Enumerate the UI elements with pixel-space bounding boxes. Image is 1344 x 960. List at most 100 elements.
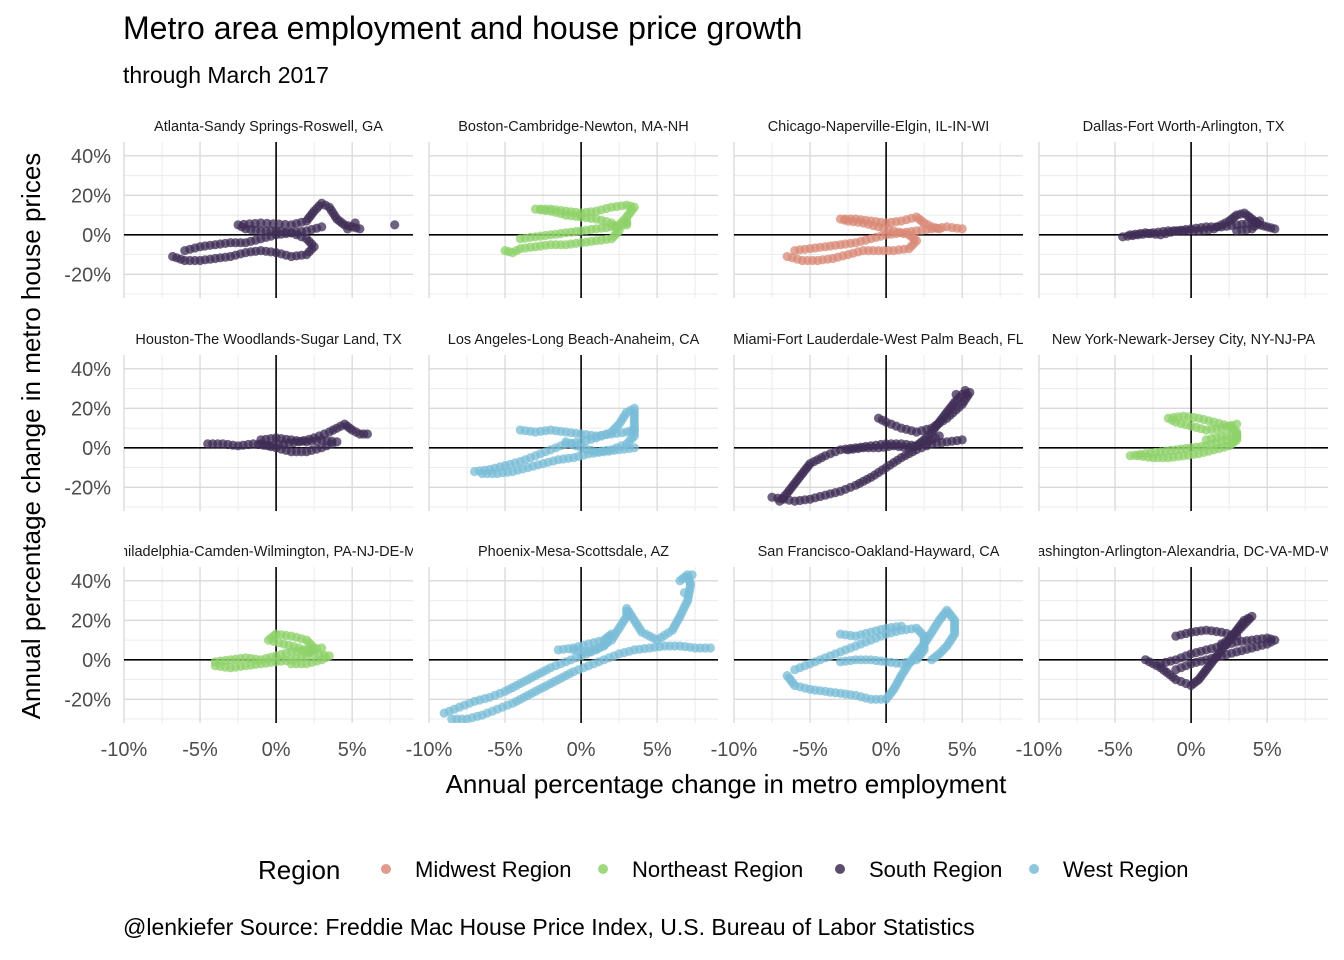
point-series (782, 605, 960, 704)
legend-swatch (381, 864, 391, 874)
point-series (470, 403, 639, 479)
legend-label: Midwest Region (415, 857, 572, 882)
y-tick-label: -20% (64, 264, 111, 286)
data-point (896, 621, 906, 631)
point-series (210, 629, 334, 673)
y-tick-label: 20% (71, 610, 111, 632)
legend-swatch (1029, 864, 1039, 874)
point-series (1140, 611, 1280, 691)
y-tick-label: 40% (71, 359, 111, 381)
legend-swatch (598, 864, 608, 874)
data-point (350, 218, 360, 228)
y-tick-label: 0% (82, 438, 111, 460)
data-point (957, 224, 967, 234)
point-series (767, 385, 975, 506)
x-tick-label: 0% (567, 739, 596, 761)
facet-panel: Phoenix-Mesa-Scottsdale, AZ (428, 544, 718, 723)
x-tick-label: 5% (338, 739, 367, 761)
chart-subtitle: through March 2017 (123, 62, 329, 88)
facet-label: Dallas-Fort Worth-Arlington, TX (1083, 119, 1285, 135)
point-series (203, 419, 372, 457)
data-point (957, 435, 967, 445)
y-axis-title: Annual percentage change in metro house … (16, 153, 46, 720)
y-tick-label: 40% (71, 571, 111, 593)
data-point (256, 439, 266, 449)
y-tick-label: 40% (71, 146, 111, 168)
data-point (568, 645, 579, 655)
y-tick-label: 20% (71, 398, 111, 420)
x-tick-label: -5% (487, 739, 523, 761)
data-point (317, 643, 327, 653)
data-point (343, 224, 353, 234)
facet-label: San Francisco-Oakland-Hayward, CA (758, 544, 1000, 560)
point-series (500, 200, 639, 258)
x-tick-label: -5% (182, 739, 218, 761)
facet-panel: Miami-Fort Lauderdale-West Palm Beach, F… (733, 332, 1024, 511)
y-tick-label: 0% (82, 225, 111, 247)
x-axis-title: Annual percentage change in metro employ… (446, 769, 1008, 799)
data-point (1232, 226, 1242, 236)
legend-swatch (835, 864, 845, 874)
data-point (1270, 224, 1280, 234)
data-point (622, 216, 632, 226)
y-tick-label: -20% (64, 689, 111, 711)
x-tick-label: 5% (1253, 739, 1282, 761)
y-tick-label: -20% (64, 477, 111, 499)
x-tick-label: -10% (1016, 739, 1063, 761)
facet-label: Phoenix-Mesa-Scottsdale, AZ (478, 544, 669, 560)
facet-label: Miami-Fort Lauderdale-West Palm Beach, F… (733, 332, 1024, 348)
facet-panel: Washington-Arlington-Alexandria, DC-VA-M… (1038, 544, 1328, 723)
legend-entry: Northeast Region (598, 857, 803, 882)
data-point (960, 385, 970, 396)
facet-panel: Dallas-Fort Worth-Arlington, TX (1038, 119, 1328, 298)
data-point (629, 443, 639, 453)
legend-entry: South Region (835, 857, 1002, 882)
data-point (362, 429, 372, 439)
x-tick-label: -10% (406, 739, 453, 761)
chart-caption: @lenkiefer Source: Freddie Mac House Pri… (123, 914, 975, 940)
x-tick-label: 0% (1177, 739, 1206, 761)
data-point (561, 437, 571, 447)
legend-entry: Midwest Region (381, 857, 572, 882)
facet-panel: San Francisco-Oakland-Hayward, CA (733, 544, 1023, 723)
x-tick-label: 0% (262, 739, 291, 761)
facet-label: New York-Newark-Jersey City, NY-NJ-PA (1052, 332, 1316, 348)
facet-panel: Houston-The Woodlands-Sugar Land, TX (123, 332, 413, 511)
data-point (927, 655, 937, 665)
facet-label: Chicago-Naperville-Elgin, IL-IN-WI (768, 119, 990, 135)
facet-label: Atlanta-Sandy Springs-Roswell, GA (154, 119, 383, 135)
facet-label: Philadelphia-Camden-Wilmington, PA-NJ-DE… (110, 544, 426, 560)
facet-panel: Chicago-Naperville-Elgin, IL-IN-WI (733, 119, 1023, 298)
point-series (782, 212, 967, 266)
data-point (951, 389, 961, 400)
chart-title: Metro area employment and house price gr… (123, 10, 803, 46)
data-point (835, 657, 846, 667)
x-tick-label: 5% (948, 739, 977, 761)
data-point (317, 222, 327, 232)
facet-panel: New York-Newark-Jersey City, NY-NJ-PA (1038, 332, 1328, 511)
facet-panel: Boston-Cambridge-Newton, MA-NH (428, 119, 718, 298)
data-point (1232, 419, 1242, 429)
legend-entry: West Region (1029, 857, 1189, 882)
legend-label: West Region (1063, 857, 1189, 882)
data-point (629, 425, 639, 435)
facet-panel: Atlanta-Sandy Springs-Roswell, GA (123, 119, 413, 298)
x-tick-label: -5% (792, 739, 828, 761)
data-point (705, 643, 716, 653)
data-point (687, 570, 697, 580)
x-tick-label: 0% (872, 739, 901, 761)
facet-panel: Los Angeles-Long Beach-Anaheim, CA (428, 332, 718, 511)
legend-label: Northeast Region (632, 857, 803, 882)
data-point (1171, 665, 1181, 675)
data-point (934, 431, 944, 441)
data-point (286, 659, 296, 669)
legend-label: South Region (869, 857, 1002, 882)
point-series (439, 570, 716, 723)
facet-label: Houston-The Woodlands-Sugar Land, TX (135, 332, 402, 348)
data-point (675, 576, 685, 586)
y-tick-label: 20% (71, 185, 111, 207)
data-point (390, 220, 400, 230)
data-point (1232, 631, 1242, 641)
legend: Region Midwest Region Northeast Region Sou… (258, 855, 1189, 885)
